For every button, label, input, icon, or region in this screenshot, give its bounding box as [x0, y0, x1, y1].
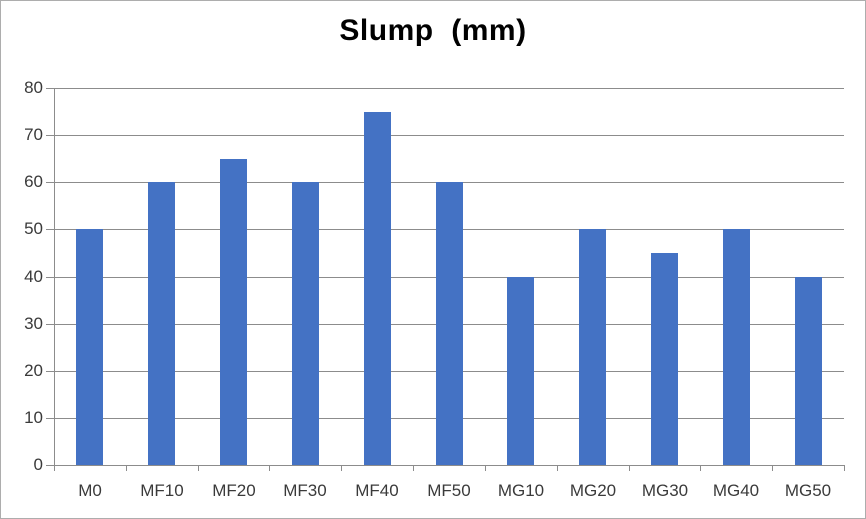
- x-axis-tick: [557, 465, 558, 471]
- x-axis-tick: [54, 465, 55, 471]
- x-axis-tick: [485, 465, 486, 471]
- x-axis-tick: [341, 465, 342, 471]
- x-axis-tick: [844, 465, 845, 471]
- x-category-label: MG30: [641, 481, 689, 500]
- x-axis-tick: [269, 465, 270, 471]
- bar: [579, 229, 606, 465]
- bar: [220, 159, 247, 465]
- x-category-label: MG10: [497, 481, 545, 500]
- bar: [76, 229, 103, 465]
- bar: [292, 182, 319, 465]
- chart-title: Slump (mm): [339, 14, 527, 47]
- x-axis-line: [46, 465, 844, 466]
- y-tick-label: 0: [33, 455, 43, 474]
- x-category-label: MF40: [355, 481, 399, 500]
- y-tick-label: 10: [24, 408, 43, 427]
- x-category-label: MG20: [569, 481, 617, 500]
- x-axis-tick: [413, 465, 414, 471]
- y-tick-label: 40: [24, 267, 43, 286]
- gridline: [46, 135, 844, 136]
- x-category-label: MF50: [427, 481, 471, 500]
- x-category-label: M0: [78, 481, 102, 500]
- y-tick-label: 50: [24, 219, 43, 238]
- y-tick-label: 70: [24, 125, 43, 144]
- x-category-label: MF30: [283, 481, 327, 500]
- x-axis-tick: [198, 465, 199, 471]
- y-tick-label: 30: [24, 314, 43, 333]
- x-axis-tick: [700, 465, 701, 471]
- y-axis-line: [54, 88, 55, 471]
- x-category-label: MG50: [784, 481, 832, 500]
- bar: [723, 229, 750, 465]
- bar: [795, 277, 822, 465]
- x-category-label: MF20: [212, 481, 256, 500]
- x-category-label: MF10: [140, 481, 184, 500]
- x-axis-tick: [772, 465, 773, 471]
- y-tick-label: 60: [24, 172, 43, 191]
- bar: [364, 112, 391, 465]
- x-category-label: MG40: [712, 481, 760, 500]
- y-tick-label: 20: [24, 361, 43, 380]
- y-tick-label: 80: [24, 78, 43, 97]
- x-axis-tick: [126, 465, 127, 471]
- gridline: [46, 88, 844, 89]
- bar: [148, 182, 175, 465]
- bar: [651, 253, 678, 465]
- bar: [436, 182, 463, 465]
- x-axis-tick: [629, 465, 630, 471]
- bar: [507, 277, 534, 465]
